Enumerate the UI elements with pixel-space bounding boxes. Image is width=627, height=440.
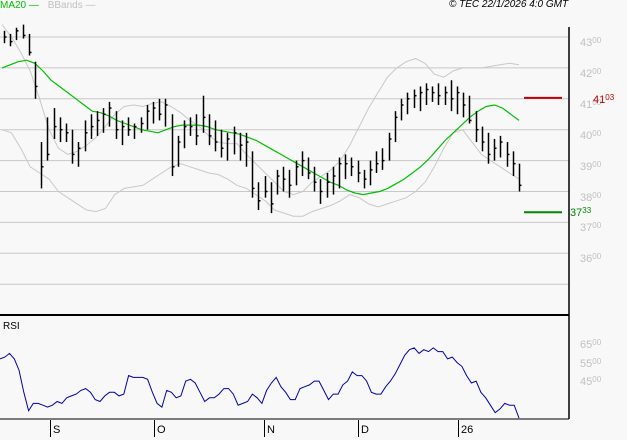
legend-ma20: MA20 — [0, 0, 39, 11]
rsi-line [0, 347, 520, 419]
resistance-label: 4103 [593, 93, 615, 106]
y-axis-label: 4100 [580, 97, 602, 111]
y-axis-label: 4000 [580, 128, 602, 142]
level-lines [524, 96, 562, 214]
y-axis-label: 4300 [580, 36, 602, 49]
y-axis-label: 3700 [580, 221, 602, 235]
y-axis-label: 4200 [580, 66, 602, 80]
y-axis-label: 3600 [580, 252, 602, 266]
legend: MA20 — BBands — [0, 0, 96, 12]
ma20-line [1, 59, 520, 196]
legend-bbands: BBands — [47, 0, 96, 11]
rsi-panel-label: RSI [3, 321, 20, 332]
x-axis-label: D [361, 424, 369, 436]
rsi-axis-label: 4500 [580, 375, 602, 388]
grid-lines [0, 36, 569, 285]
y-axis-label: 3800 [580, 190, 602, 204]
x-axis-label: 26 [461, 424, 474, 436]
chart-frame [0, 27, 570, 420]
y-axis-label: 3900 [580, 159, 602, 173]
support-label: 3733 [570, 206, 592, 219]
rsi-axis-label: 5500 [580, 356, 602, 370]
x-axis-label: O [157, 424, 166, 436]
bollinger-bands [1, 24, 520, 217]
x-axis-ticks [50, 420, 459, 437]
rsi-axis-label: 6500 [580, 338, 602, 351]
x-axis-label: S [53, 424, 61, 436]
copyright-timestamp: © TEC 22/1/2026 4:0 GMT [449, 0, 569, 10]
ohlc-bars [3, 24, 522, 214]
x-axis-label: N [267, 424, 275, 436]
